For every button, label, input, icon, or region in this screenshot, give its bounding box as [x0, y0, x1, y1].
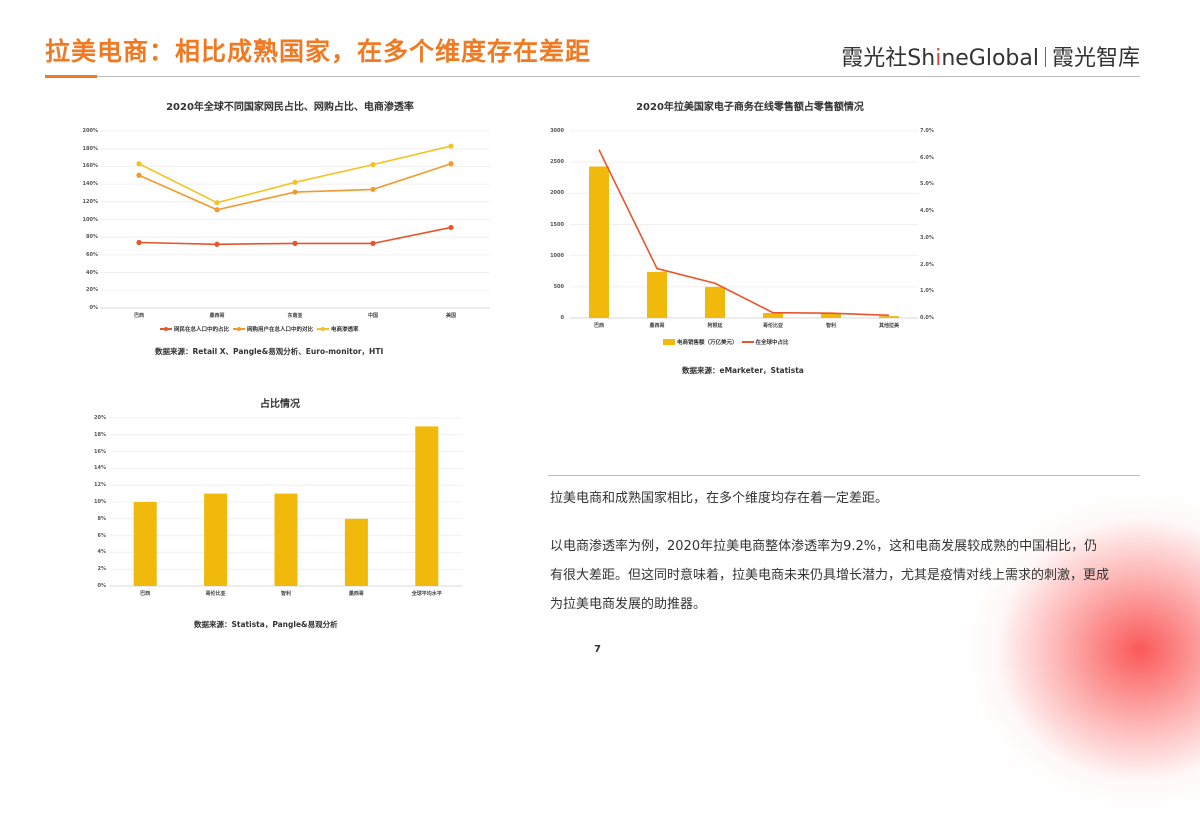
y-tick-label: 2%	[97, 566, 107, 573]
x-category-label: 墨西哥	[209, 313, 225, 319]
chart2-title: 2020年拉美国家电子商务在线零售额占零售额情况	[636, 102, 864, 113]
x-category-label: 巴西	[133, 313, 144, 319]
y-tick-label: 16%	[94, 448, 106, 455]
y-tick-label: 40%	[86, 269, 98, 276]
x-category-label: 其他拉美	[878, 323, 899, 329]
x-category-label: 墨西哥	[649, 323, 665, 329]
y-right-tick-label: 1.0%	[920, 288, 934, 295]
y-tick-label: 60%	[86, 251, 98, 258]
y-tick-label: 160%	[82, 163, 98, 170]
chart1-source: 数据来源：Retail X、Pangle&易观分析、Euro-monitor，H…	[155, 347, 384, 356]
legend-item: 在全球中占比	[741, 338, 789, 346]
y-tick-label: 200%	[82, 128, 98, 134]
x-category-label: 全球平均水平	[411, 591, 442, 597]
legend-label: 在全球中占比	[755, 340, 789, 346]
y-tick-label: 14%	[94, 465, 106, 472]
x-category-label: 巴西	[593, 323, 604, 329]
x-category-label: 美国	[445, 313, 456, 319]
legend-line-icon	[741, 341, 754, 343]
y-tick-label: 140%	[82, 181, 98, 188]
y-tick-label: 10%	[94, 499, 106, 505]
x-category-label: 东南亚	[287, 313, 303, 319]
y-tick-label: 18%	[94, 431, 106, 438]
y-left-tick-label: 2500	[550, 159, 564, 166]
chart1-plot	[100, 130, 918, 587]
legend-line-icon	[317, 327, 330, 331]
y-tick-label: 20%	[94, 415, 106, 421]
chart3-source: 数据来源：Statista，Pangle&易观分析	[194, 620, 338, 629]
legend-item: 电商渗透率	[317, 325, 359, 333]
title-accent-bar	[45, 75, 97, 78]
legend-item: 网购用户在总人口中的对比	[233, 325, 313, 333]
x-category-label: 阿根廷	[707, 323, 723, 329]
y-tick-label: 8%	[97, 515, 107, 522]
brand-en-a: Sh	[907, 46, 936, 71]
y-left-tick-label: 500	[553, 283, 564, 290]
legend-item: 网民在总人口中的占比	[160, 325, 229, 333]
y-tick-label: 100%	[82, 216, 98, 223]
legend-label: 网购用户在总人口中的对比	[247, 327, 314, 333]
x-category-label: 哥伦比亚	[762, 323, 783, 329]
x-category-label: 巴西	[140, 591, 151, 597]
y-right-tick-label: 4.0%	[920, 208, 934, 215]
y-left-tick-label: 3000	[550, 128, 564, 134]
y-right-tick-label: 7.0%	[920, 128, 934, 134]
detail-paragraph: 以电商渗透率为例，2020年拉美电商整体渗透率为9.2%，这和电商发展较成熟的中…	[550, 539, 1110, 612]
y-right-tick-label: 0.0%	[920, 315, 934, 321]
chart2-legend: 电商销售额（万亿美元） 在全球中占比	[663, 338, 789, 346]
legend-label: 网民在总人口中的占比	[174, 327, 230, 333]
x-category-label: 智利	[280, 591, 291, 597]
y-left-tick-label: 1000	[550, 252, 564, 259]
legend-line-icon	[160, 327, 172, 331]
chart1-legend: 网民在总人口中的占比 网购用户在总人口中的对比 电商渗透率	[160, 325, 359, 333]
x-category-label: 哥伦比亚	[205, 591, 226, 597]
x-category-label: 墨西哥	[348, 591, 364, 597]
chart2-source: 数据来源：eMarketer，Statista	[682, 366, 804, 375]
chart1-title: 2020年全球不同国家网民占比、网购占比、电商渗透率	[166, 102, 414, 113]
y-tick-label: 180%	[82, 145, 98, 152]
legend-line-icon	[233, 327, 246, 331]
y-right-tick-label: 6.0%	[920, 154, 934, 161]
text-divider	[548, 475, 1140, 476]
summary-paragraph: 拉美电商和成熟国家相比，在多个维度均存在着一定差距。	[550, 491, 889, 506]
legend-bar-icon	[663, 339, 675, 345]
y-tick-label: 80%	[86, 234, 98, 241]
brand-cn-right: 霞光智库	[1051, 46, 1140, 71]
brand-en-i: i	[935, 46, 942, 71]
brand-en-b: neGlobal	[941, 46, 1039, 71]
x-category-label: 智利	[825, 323, 836, 329]
x-category-label: 中国	[367, 313, 378, 319]
y-left-tick-label: 2000	[550, 190, 564, 197]
y-tick-label: 120%	[82, 198, 98, 205]
title-divider	[97, 76, 1140, 77]
y-left-tick-label: 1500	[550, 221, 564, 228]
y-tick-label: 20%	[86, 287, 98, 294]
y-tick-label: 12%	[94, 482, 106, 489]
y-tick-label: 0%	[97, 583, 107, 589]
page-title: 拉美电商：相比成熟国家，在多个维度存在差距	[45, 37, 592, 66]
y-right-tick-label: 2.0%	[920, 261, 934, 268]
y-tick-label: 6%	[97, 532, 107, 539]
legend-item: 电商销售额（万亿美元）	[663, 338, 738, 346]
page-number: 7	[594, 644, 601, 655]
chart3-title: 占比情况	[260, 399, 300, 410]
y-tick-label: 0%	[89, 305, 99, 311]
y-right-tick-label: 5.0%	[920, 181, 934, 188]
y-left-tick-label: 0	[560, 315, 564, 321]
brand-separator	[1044, 47, 1046, 67]
brand-logo: 霞光社ShineGlobal 霞光智库	[841, 40, 1140, 72]
y-tick-label: 4%	[97, 549, 107, 556]
brand-cn-left: 霞光社	[841, 46, 908, 71]
legend-label: 电商销售额（万亿美元）	[677, 340, 738, 346]
y-right-tick-label: 3.0%	[920, 234, 934, 241]
legend-label: 电商渗透率	[331, 327, 359, 333]
